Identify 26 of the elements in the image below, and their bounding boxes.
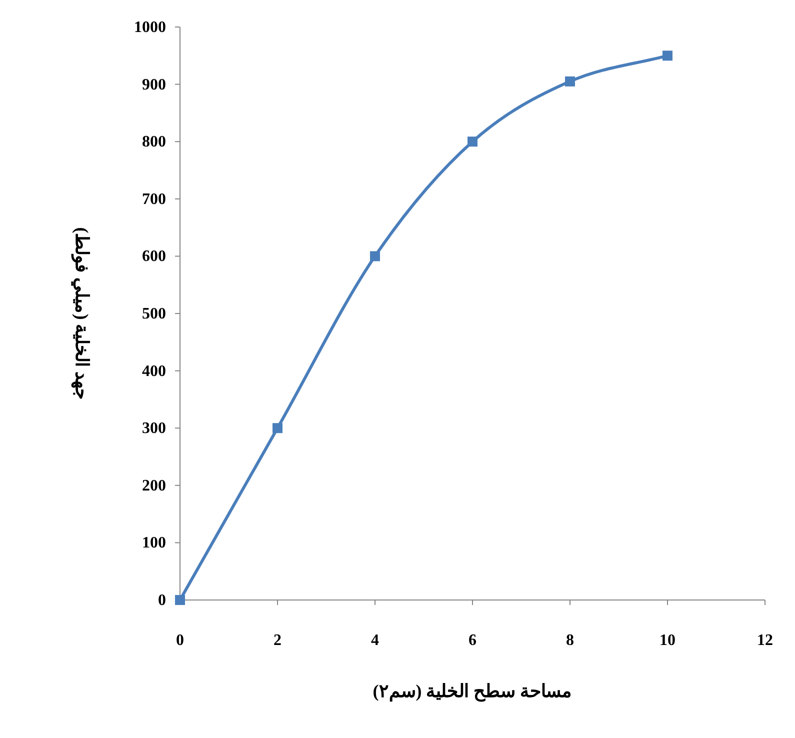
y-tick-label: 1000 [134,19,166,36]
x-tick-label: 2 [274,632,282,649]
y-tick-label: 700 [142,190,166,208]
y-tick-label: 400 [142,362,166,380]
y-tick-label: 0 [158,592,166,609]
x-axis-title: مساحة سطح الخلية (سم٢) [372,681,572,702]
x-tick-label: 6 [468,632,476,649]
y-axis-title: جهد الخلية (ميلي فولط) [71,227,92,400]
point [662,50,672,61]
y-tick-label: 800 [142,134,166,151]
point [175,595,185,605]
x-tick-label: 0 [176,632,184,649]
point [272,423,282,434]
x-tick-label: 4 [371,632,379,649]
y-tick-label: 900 [142,76,166,94]
y-tick-label: 600 [142,248,166,266]
y-tick-label: 500 [142,306,166,322]
x-tick-label: 8 [566,632,574,649]
y-tick-label: 200 [142,477,166,494]
y-tick-label: 100 [142,534,166,552]
x-tick-label: 12 [757,632,773,649]
x-tick-label: 10 [660,632,676,649]
point [370,251,380,262]
point [565,76,575,86]
y-tick-label: 300 [142,420,166,438]
point [468,136,478,147]
